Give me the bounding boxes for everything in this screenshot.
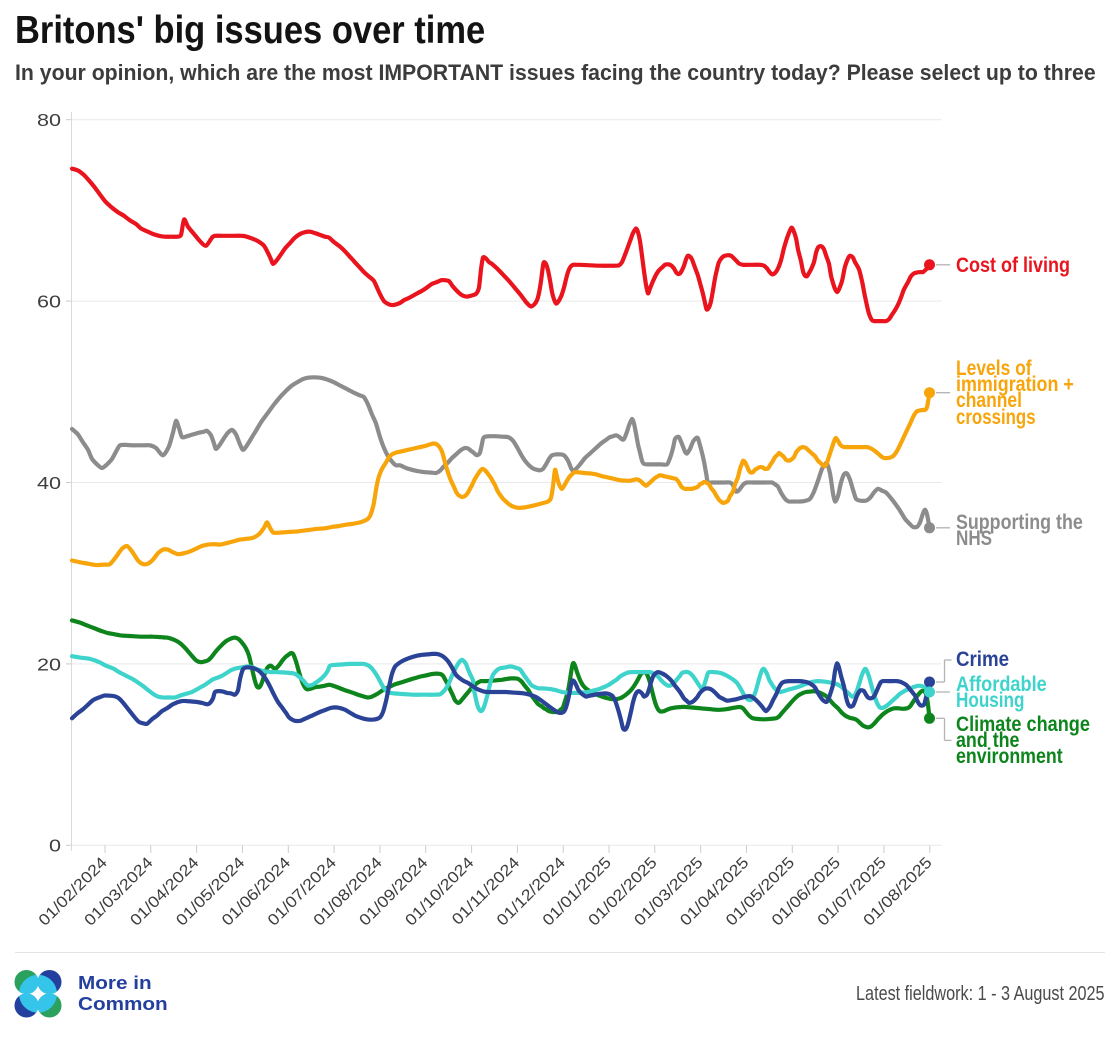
svg-text:80: 80 <box>37 111 61 131</box>
svg-text:20: 20 <box>37 655 61 675</box>
svg-text:0: 0 <box>49 836 61 856</box>
svg-text:60: 60 <box>37 292 61 312</box>
svg-text:40: 40 <box>37 474 61 494</box>
